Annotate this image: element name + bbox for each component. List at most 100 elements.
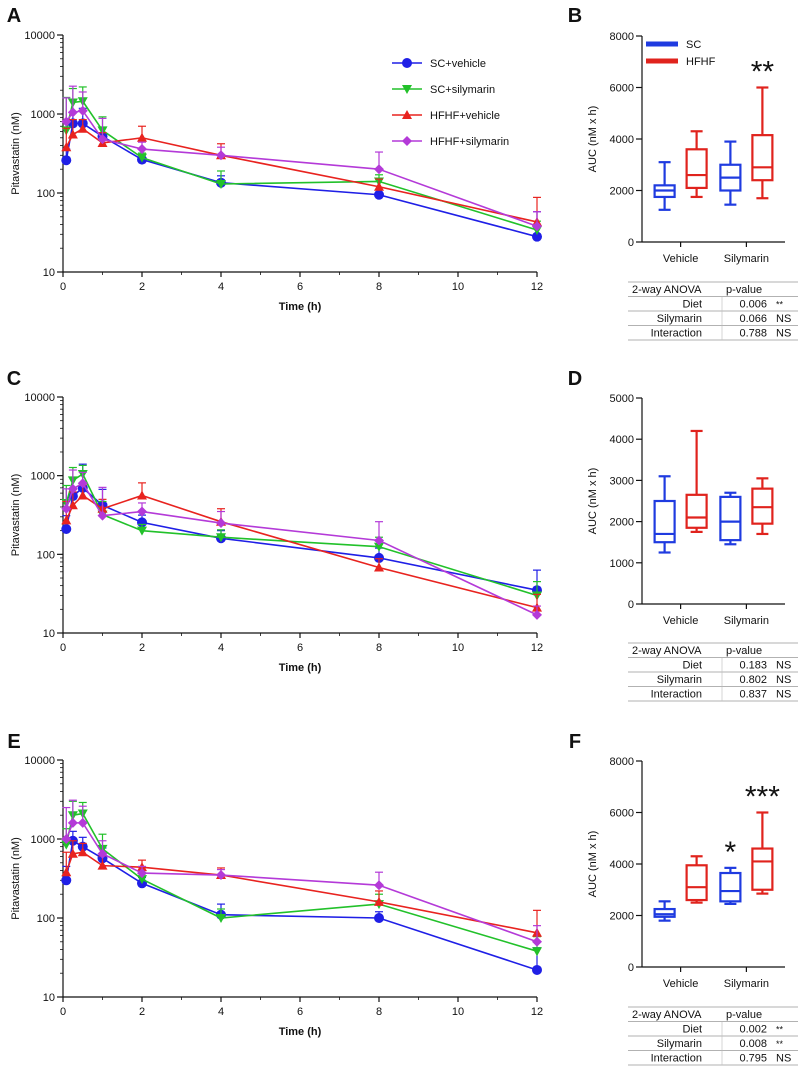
y-tick-label: 10000 (24, 30, 55, 42)
y-tick-label: 5000 (610, 393, 634, 405)
data-point (216, 518, 226, 529)
y-tick-label: 100 (37, 913, 55, 925)
data-point (97, 848, 108, 859)
box-iqr (751, 847, 774, 891)
anova-significance: NS (776, 660, 791, 672)
anova-factor: Silymarin (657, 313, 702, 325)
data-point (61, 867, 72, 877)
anova-pvalue: 0.795 (739, 1053, 767, 1065)
legend-label: HFHF (686, 56, 716, 68)
panel-letter: B (568, 5, 582, 27)
y-tick-label: 2000 (610, 517, 634, 529)
anova-significance: NS (776, 328, 791, 340)
x-tick-label: 12 (531, 281, 543, 293)
data-point (532, 609, 542, 620)
y-tick-label: 3000 (610, 475, 634, 487)
x-tick-label: 2 (139, 642, 145, 654)
y-axis-label: AUC (nM x h) (587, 468, 599, 535)
data-point (61, 875, 72, 886)
data-point (137, 153, 147, 163)
box-iqr (719, 495, 742, 542)
anova-factor: Diet (682, 1024, 702, 1036)
x-tick-label: Vehicle (663, 253, 698, 265)
box-iqr (685, 864, 708, 902)
y-tick-label: 0 (628, 237, 634, 249)
y-axis-label: AUC (nM x h) (587, 831, 599, 898)
y-tick-label: 10 (43, 267, 55, 279)
anova-factor: Silymarin (657, 1038, 702, 1050)
anova-significance: ** (776, 1039, 784, 1049)
data-point (61, 523, 72, 534)
data-point (97, 134, 108, 145)
x-axis-label: Time (h) (279, 662, 322, 674)
x-tick-label: 12 (531, 642, 543, 654)
series-line (65, 839, 538, 971)
data-point (137, 875, 147, 885)
x-tick-label: 0 (60, 1006, 66, 1018)
x-axis-label: Time (h) (279, 1026, 322, 1038)
box-iqr (653, 907, 676, 918)
anova-factor: Diet (682, 660, 702, 672)
data-point (532, 936, 542, 947)
data-point (97, 510, 108, 521)
anova-pvalue: 0.006 (739, 299, 767, 311)
anova-pvalue: 0.802 (739, 674, 767, 686)
legend-marker (402, 58, 412, 68)
y-tick-label: 2000 (610, 911, 634, 923)
legend-label: SC (686, 39, 701, 51)
data-point (77, 847, 88, 857)
y-tick-label: 100 (37, 188, 55, 200)
anova-pvalue: 0.788 (739, 328, 767, 340)
data-point (67, 129, 78, 139)
y-tick-label: 10000 (24, 392, 55, 404)
anova-significance: NS (776, 1053, 791, 1065)
x-tick-label: 6 (297, 1006, 303, 1018)
data-point (67, 500, 78, 510)
series-line (65, 486, 538, 591)
x-tick-label: 8 (376, 642, 382, 654)
y-tick-label: 1000 (31, 834, 55, 846)
x-axis-label: Time (h) (279, 301, 322, 313)
legend-label: HFHF+silymarin (430, 136, 509, 148)
y-tick-label: 6000 (610, 83, 634, 95)
x-tick-label: 8 (376, 1006, 382, 1018)
y-tick-label: 0 (628, 599, 634, 611)
data-point (532, 231, 542, 242)
panel-letter: C (7, 368, 21, 390)
significance-stars: * (725, 836, 737, 869)
x-tick-label: 2 (139, 1006, 145, 1018)
data-point (77, 490, 88, 500)
legend-label: SC+silymarin (430, 84, 495, 96)
y-tick-label: 8000 (610, 756, 634, 768)
y-tick-label: 4000 (610, 434, 634, 446)
y-tick-label: 10 (43, 628, 55, 640)
significance-stars: *** (745, 781, 780, 814)
data-point (216, 870, 226, 881)
y-tick-label: 1000 (31, 109, 55, 121)
anova-significance: NS (776, 313, 791, 325)
data-point (77, 817, 88, 828)
data-point (67, 817, 78, 828)
x-tick-label: 6 (297, 281, 303, 293)
legend-marker (402, 85, 412, 94)
x-tick-label: 0 (60, 281, 66, 293)
y-tick-label: 0 (628, 962, 634, 974)
data-point (67, 848, 78, 858)
series-line (65, 472, 538, 597)
y-tick-label: 10 (43, 992, 55, 1004)
significance-stars: ** (751, 56, 775, 89)
series-line (65, 822, 538, 943)
anova-pvalue: 0.837 (739, 689, 767, 701)
y-tick-label: 8000 (610, 31, 634, 43)
x-tick-label: 10 (452, 281, 464, 293)
data-point (61, 155, 72, 166)
data-point (97, 860, 108, 870)
anova-pvalue: 0.002 (739, 1024, 767, 1036)
y-tick-label: 2000 (610, 186, 634, 198)
box-iqr (685, 148, 708, 190)
anova-pvalue: 0.066 (739, 313, 767, 325)
anova-factor: Silymarin (657, 674, 702, 686)
legend-label: HFHF+vehicle (430, 110, 500, 122)
data-point (137, 526, 147, 536)
